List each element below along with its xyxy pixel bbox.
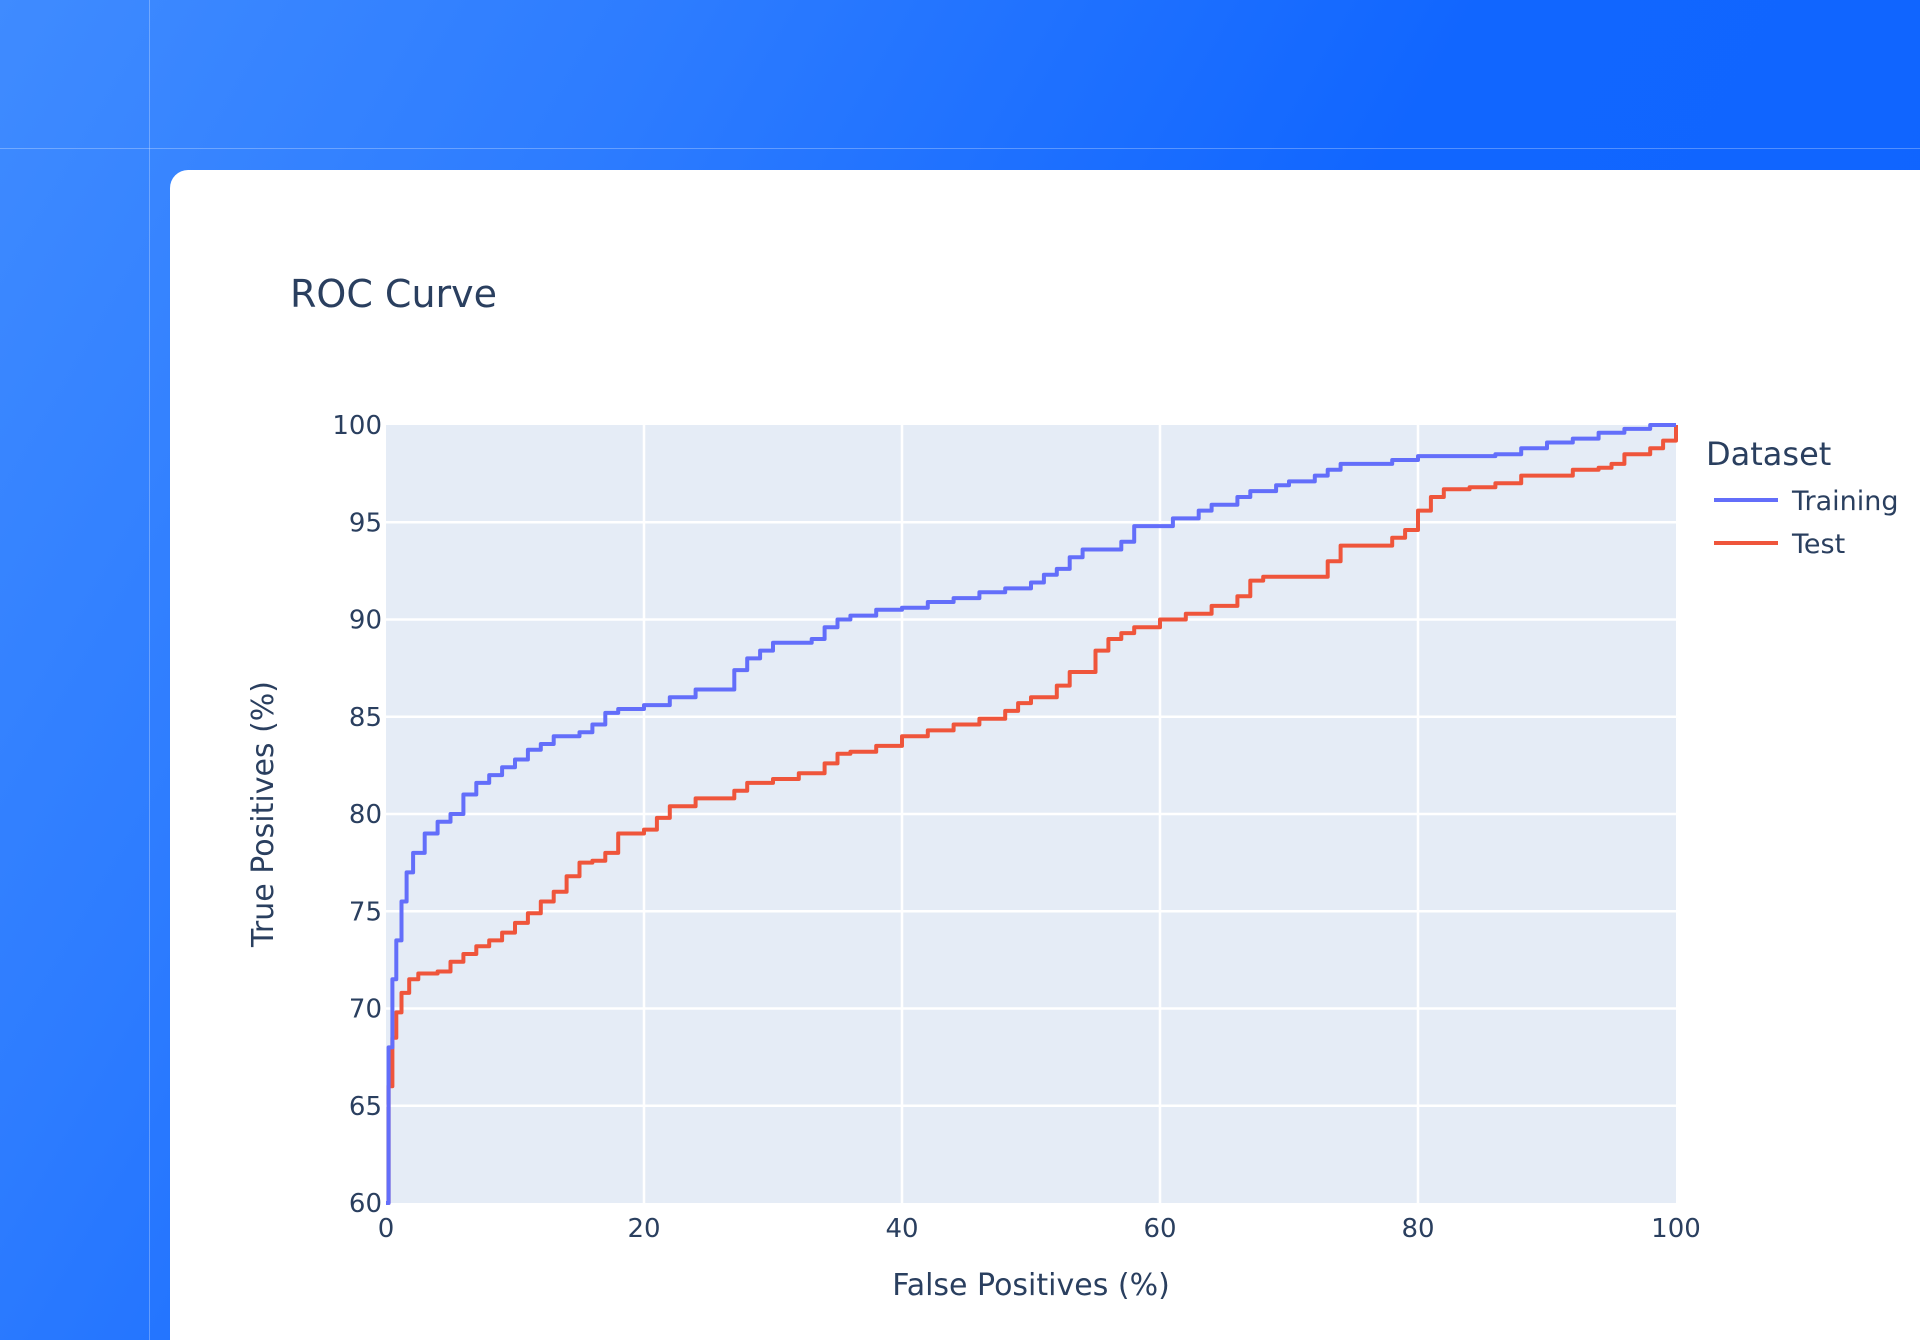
series-line-test [386,425,1678,1205]
chart-title: ROC Curve [290,272,498,316]
grid-lines [386,425,1676,1203]
series-lines [386,423,1678,1205]
y-tick-label: 85 [349,703,382,733]
x-axis-title: False Positives (%) [892,1268,1170,1303]
series-line-training [386,423,1676,1205]
y-tick-label: 80 [349,800,382,830]
y-tick-label: 70 [349,995,382,1025]
y-axis-ticks: 60 65 70 75 80 85 90 95 100 [332,411,382,1219]
legend-item-test[interactable]: Test [1791,529,1845,560]
x-axis-ticks: 0 20 40 60 80 100 [378,1214,1701,1244]
y-tick-label: 75 [349,897,382,927]
y-tick-label: 90 [349,606,382,636]
y-axis-title: True Positives (%) [246,681,281,948]
guide-line-horizontal [0,148,1920,149]
y-tick-label: 60 [349,1189,382,1219]
x-tick-label: 0 [378,1214,395,1244]
legend-item-training[interactable]: Training [1791,486,1899,517]
x-tick-label: 40 [885,1214,918,1244]
y-tick-label: 100 [332,411,382,441]
y-tick-label: 95 [349,508,382,538]
y-tick-label: 65 [349,1092,382,1122]
x-tick-label: 80 [1401,1214,1434,1244]
legend[interactable]: Training Test [1714,486,1899,560]
x-tick-label: 100 [1651,1214,1701,1244]
x-tick-label: 60 [1143,1214,1176,1244]
guide-line-vertical [149,0,150,1340]
legend-title: Dataset [1706,435,1831,473]
x-tick-label: 20 [627,1214,660,1244]
